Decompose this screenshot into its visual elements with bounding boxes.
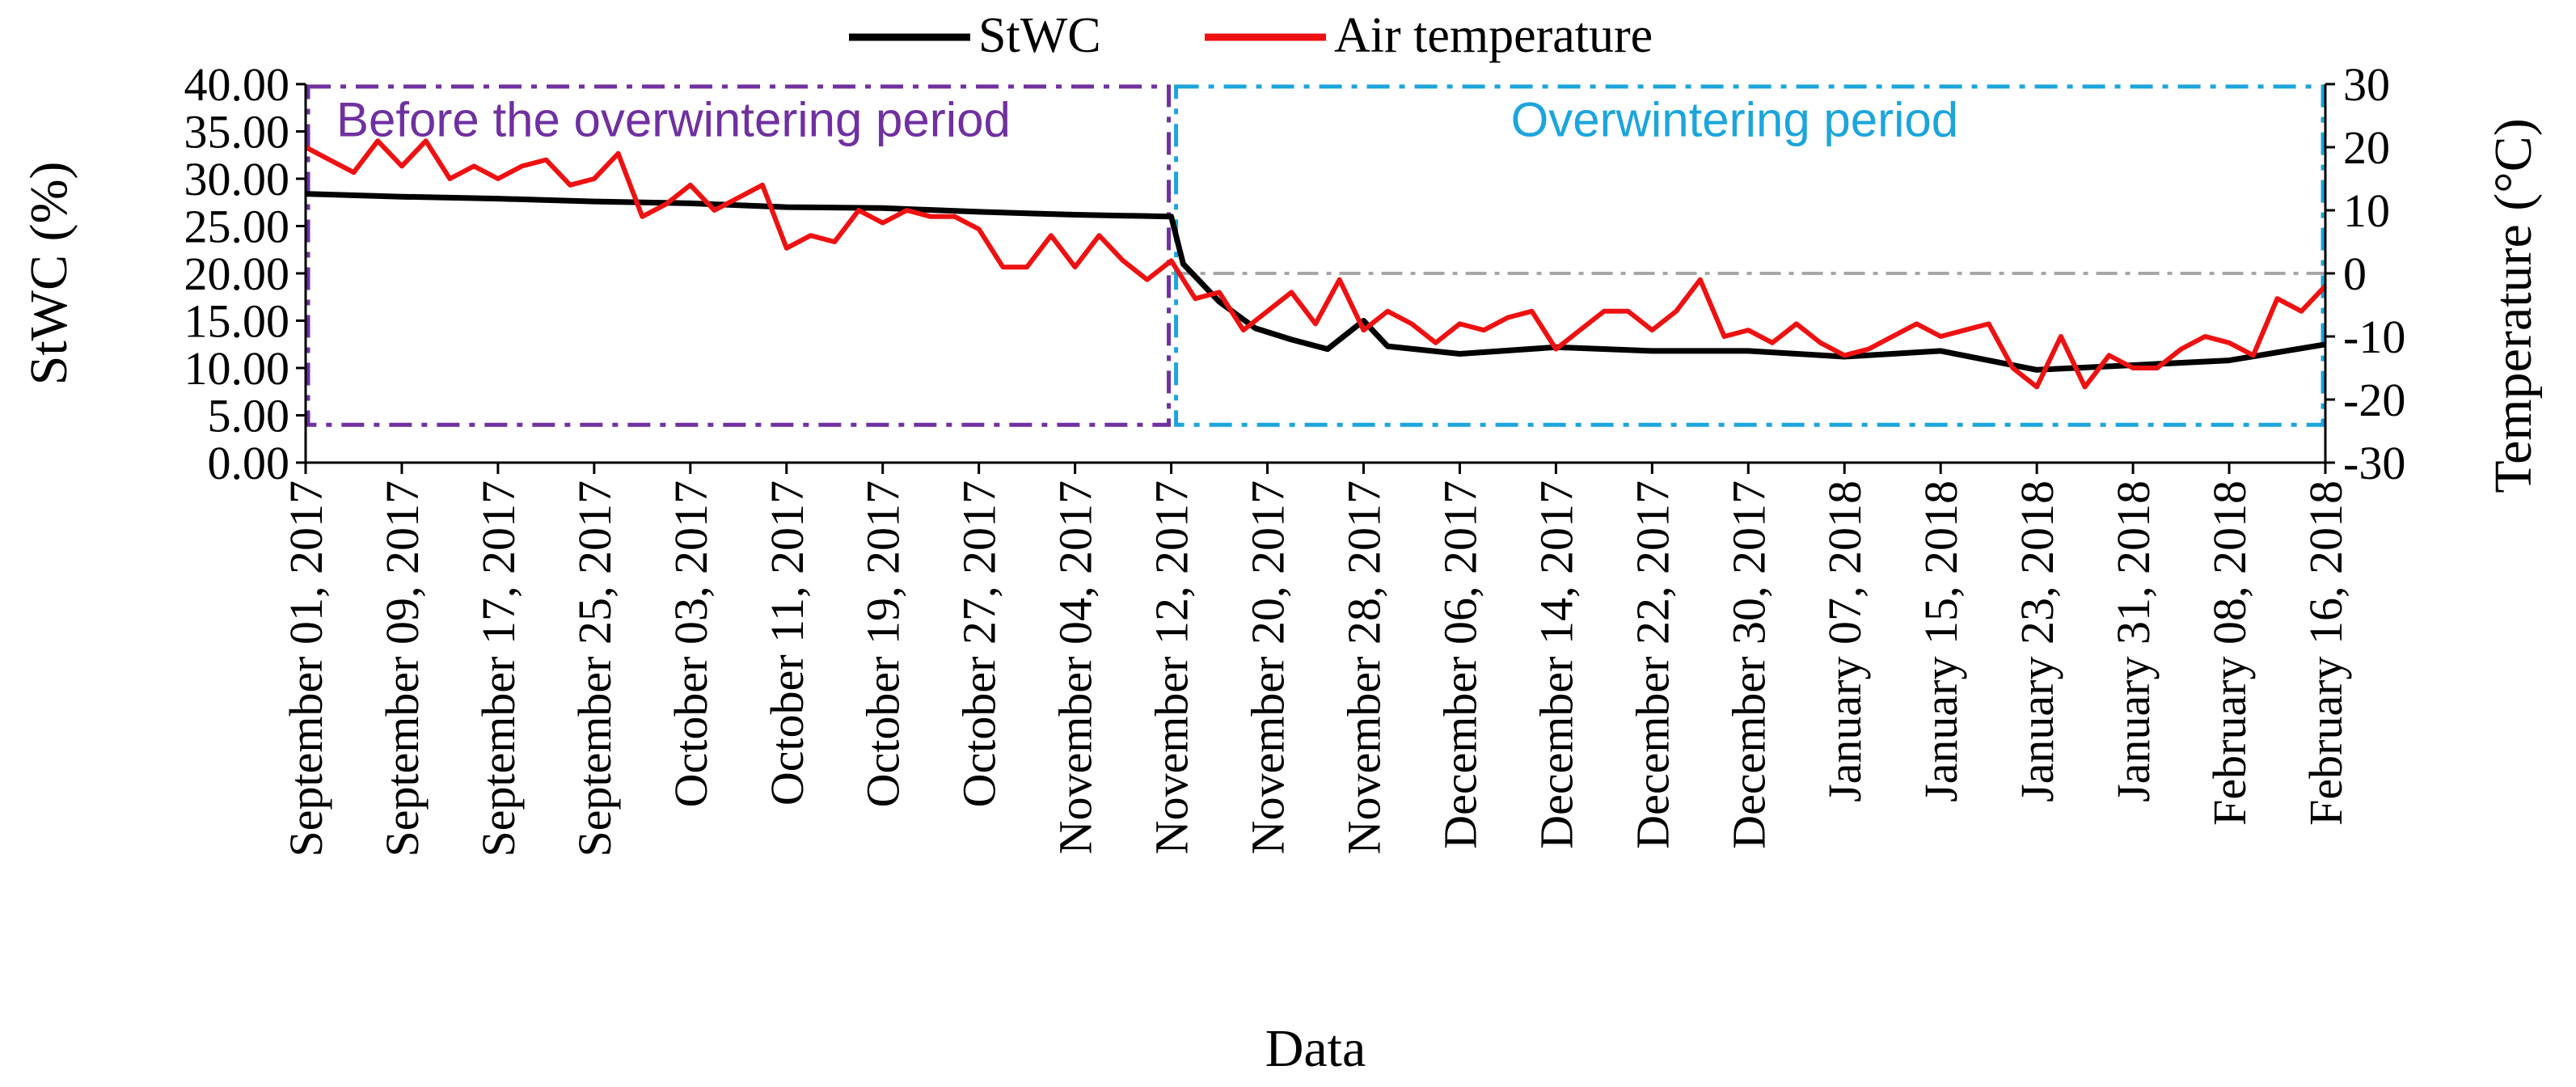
overwintering-period-label: Overwintering period [1511, 92, 1959, 146]
left-y-tick-label: 20.00 [184, 247, 290, 300]
right-y-tick-label: -30 [2343, 437, 2405, 489]
right-y-tick-label: 0 [2343, 247, 2367, 300]
x-tick-label: December 14, 2017 [1530, 480, 1582, 849]
left-y-tick-label: 35.00 [184, 106, 290, 159]
left-y-tick-label: 5.00 [208, 390, 290, 442]
air-temperature-series-line [304, 138, 2328, 390]
x-tick-label: January 31, 2018 [2107, 480, 2160, 802]
x-tick-label: December 22, 2017 [1626, 480, 1679, 849]
right-y-tick-label: 20 [2343, 121, 2390, 174]
x-tick-label: November 04, 2017 [1049, 480, 1102, 854]
x-tick-label: October 19, 2017 [857, 480, 910, 807]
x-tick-label: January 23, 2018 [2011, 480, 2063, 802]
x-tick-label: October 11, 2017 [761, 480, 813, 806]
left-y-tick-label: 15.00 [184, 295, 290, 348]
left-y-tick-label: 10.00 [184, 342, 290, 395]
right-y-tick-label: -20 [2343, 374, 2405, 426]
x-tick-label: January 07, 2018 [1818, 480, 1871, 802]
pre-overwintering-period-box [306, 84, 1172, 427]
left-y-tick-label: 30.00 [184, 153, 290, 205]
left-y-axis-title: StWC (%) [19, 162, 78, 386]
left-y-tick-label: 0.00 [208, 437, 290, 489]
right-y-axis-title: Temperature (°C) [2484, 118, 2543, 493]
legend-label: StWC [978, 8, 1101, 63]
legend-label: Air temperature [1334, 8, 1653, 63]
left-y-tick-label: 40.00 [184, 58, 290, 111]
x-tick-label: September 01, 2017 [280, 480, 332, 857]
right-y-tick-label: -10 [2343, 311, 2405, 363]
x-tick-label: October 27, 2017 [953, 480, 1006, 807]
right-y-tick-label: 30 [2343, 58, 2390, 111]
x-tick-label: December 30, 2017 [1722, 480, 1775, 849]
stwc-series-line [305, 191, 2326, 373]
x-tick-label: November 28, 2017 [1337, 480, 1390, 854]
right-y-tick-label: 10 [2343, 184, 2390, 237]
x-tick-label: September 25, 2017 [568, 480, 621, 857]
x-tick-label: January 15, 2018 [1915, 480, 1967, 802]
left-y-tick-label: 25.00 [184, 201, 290, 253]
x-axis-title: Data [1265, 1019, 1366, 1078]
x-tick-label: November 20, 2017 [1242, 480, 1294, 854]
x-tick-label: October 03, 2017 [665, 480, 717, 807]
x-tick-label: December 06, 2017 [1434, 480, 1486, 849]
x-tick-label: November 12, 2017 [1146, 480, 1198, 854]
pre-overwintering-period-label: Before the overwintering period [336, 92, 1011, 146]
x-tick-label: September 17, 2017 [472, 480, 525, 857]
overwintering-period-box [1174, 84, 2325, 427]
x-tick-label: February 08, 2018 [2203, 480, 2256, 826]
x-tick-label: September 09, 2017 [376, 480, 429, 857]
x-tick-label: February 16, 2018 [2299, 480, 2352, 826]
